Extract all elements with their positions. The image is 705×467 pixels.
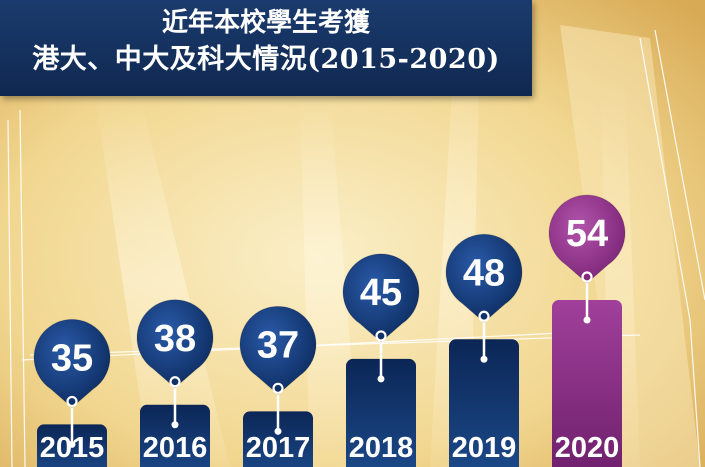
data-label-2016: 38	[154, 318, 196, 360]
pin-dot-bottom-2017	[274, 427, 282, 435]
chart-title-line-1: 近年本校學生考獲	[161, 8, 370, 38]
bar-2020	[552, 299, 622, 467]
bar-2019	[449, 339, 519, 467]
value-bubble-2018	[342, 253, 420, 343]
value-bubble-2017	[239, 305, 317, 395]
pin-dot-top-2018	[375, 330, 387, 342]
value-bubble-2020	[548, 194, 626, 284]
data-label-2020: 54	[566, 213, 608, 255]
pin-dot-top-2016	[169, 376, 181, 388]
value-bubble-2015	[33, 318, 111, 409]
x-tick-label-2017: 2017	[246, 432, 311, 464]
bar-group-2020: 54 2020	[548, 194, 626, 467]
bar-group-2016: 38 2016	[136, 299, 214, 467]
x-tick-label-2016: 2016	[143, 432, 208, 464]
value-bubble-2019	[445, 233, 523, 323]
pin-dot-bottom-2020	[583, 316, 591, 324]
pin-dot-top-2020	[581, 271, 593, 283]
bar-2017	[243, 411, 313, 467]
bar-2016	[140, 404, 210, 467]
pin-dot-bottom-2019	[480, 355, 488, 363]
bar-group-2019: 48 2019	[445, 233, 523, 467]
bar-group-2015: 35 2015	[33, 318, 111, 467]
x-tick-label-2015: 2015	[40, 432, 105, 464]
x-tick-label-2020: 2020	[555, 432, 620, 464]
x-tick-label-2018: 2018	[349, 432, 414, 464]
chart-title-box: 近年本校學生考獲 港大、中大及科大情況(2015-2020)	[0, 0, 532, 96]
value-bubble-2016	[136, 299, 214, 389]
bar-group-2018: 45 2018	[342, 253, 420, 467]
pin-dot-top-2017	[272, 382, 284, 394]
pin-dot-top-2019	[478, 310, 490, 322]
data-label-2015: 35	[51, 337, 93, 379]
bar-2018	[346, 358, 416, 467]
pin-dot-bottom-2016	[171, 421, 179, 429]
pin-dot-top-2015	[66, 395, 78, 408]
x-tick-label-2019: 2019	[452, 432, 517, 464]
bar-group-2017: 37 2017	[239, 305, 317, 467]
data-label-2018: 45	[360, 272, 402, 314]
pin-dot-bottom-2018	[377, 375, 385, 383]
chart-title-line-2: 港大、中大及科大情況(2015-2020)	[32, 44, 500, 75]
data-label-2017: 37	[257, 324, 299, 366]
pin-dot-bottom-2015	[68, 440, 76, 448]
data-label-2019: 48	[463, 252, 505, 294]
